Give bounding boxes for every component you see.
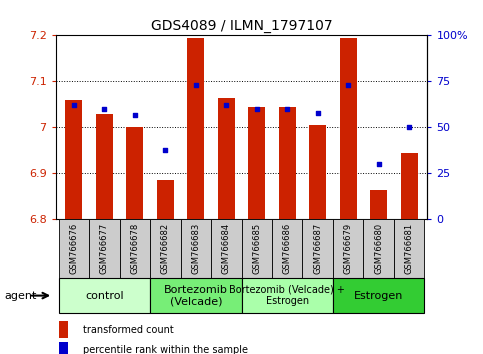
Bar [58, 219, 89, 278]
Bar [333, 219, 363, 278]
Point [284, 106, 291, 112]
Bar [279, 107, 296, 219]
Text: GSM766682: GSM766682 [161, 223, 170, 274]
Bar [59, 321, 68, 338]
Bar [272, 219, 302, 278]
Text: GSM766684: GSM766684 [222, 223, 231, 274]
Bar [150, 219, 181, 278]
Point [222, 103, 230, 108]
Bar [242, 278, 333, 313]
Bar [302, 219, 333, 278]
Text: GSM766683: GSM766683 [191, 223, 200, 274]
Text: GSM766678: GSM766678 [130, 223, 139, 274]
Bar [127, 127, 143, 219]
Text: GSM766677: GSM766677 [100, 223, 109, 274]
Point [192, 82, 199, 88]
Bar [187, 38, 204, 219]
Text: percentile rank within the sample: percentile rank within the sample [84, 346, 248, 354]
Text: GSM766687: GSM766687 [313, 223, 322, 274]
Bar [120, 219, 150, 278]
Bar [150, 278, 242, 313]
Bar [58, 278, 150, 313]
Bar [242, 219, 272, 278]
Text: GSM766686: GSM766686 [283, 223, 292, 274]
Text: GSM766679: GSM766679 [344, 223, 353, 274]
Bar [309, 125, 326, 219]
Text: Bortezomib
(Velcade): Bortezomib (Velcade) [164, 285, 227, 307]
Bar [340, 38, 356, 219]
Point [100, 106, 108, 112]
Text: GSM766676: GSM766676 [70, 223, 78, 274]
Bar [66, 100, 82, 219]
Bar [248, 107, 265, 219]
Bar [394, 219, 425, 278]
Text: agent: agent [5, 291, 37, 301]
Bar [89, 219, 120, 278]
Bar [401, 153, 417, 219]
Bar [59, 342, 68, 354]
Text: Estrogen: Estrogen [354, 291, 403, 301]
Text: GSM766680: GSM766680 [374, 223, 383, 274]
Point [405, 125, 413, 130]
Point [161, 147, 169, 152]
Bar [370, 189, 387, 219]
Bar [218, 97, 235, 219]
Point [375, 161, 383, 167]
Bar [211, 219, 242, 278]
Bar [181, 219, 211, 278]
Point [344, 82, 352, 88]
Point [131, 112, 139, 118]
Point [253, 106, 261, 112]
Bar [157, 181, 174, 219]
Bar [96, 114, 113, 219]
Text: control: control [85, 291, 124, 301]
Text: GSM766681: GSM766681 [405, 223, 413, 274]
Text: GSM766685: GSM766685 [252, 223, 261, 274]
Point [314, 110, 322, 115]
Point [70, 103, 78, 108]
Bar [333, 278, 425, 313]
Text: transformed count: transformed count [84, 325, 174, 335]
Title: GDS4089 / ILMN_1797107: GDS4089 / ILMN_1797107 [151, 19, 332, 33]
Text: Bortezomib (Velcade) +
Estrogen: Bortezomib (Velcade) + Estrogen [229, 285, 345, 307]
Bar [363, 219, 394, 278]
